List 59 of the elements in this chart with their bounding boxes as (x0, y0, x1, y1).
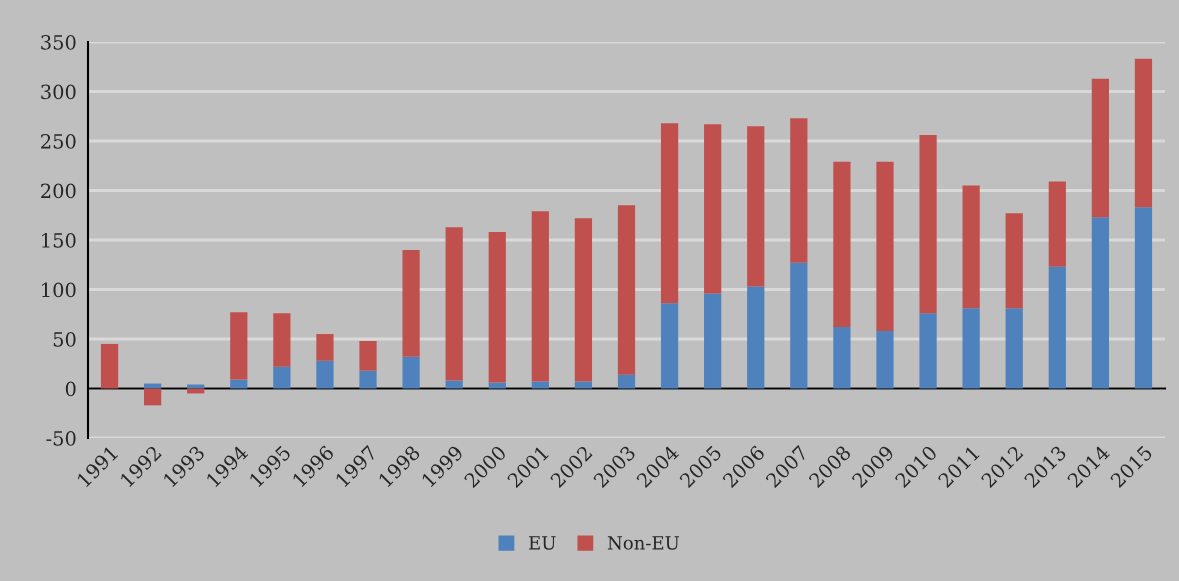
y-tick-label: 200 (41, 183, 76, 199)
y-tick-label: 250 (41, 133, 76, 149)
bar (747, 286, 765, 389)
legend-label: EU (529, 536, 556, 550)
bar (833, 161, 851, 328)
bar (488, 382, 506, 389)
bar (876, 161, 894, 332)
bar (574, 381, 593, 389)
bar (402, 356, 420, 389)
bar (1091, 78, 1109, 218)
y-tick-label: 0 (65, 381, 76, 397)
bar (574, 218, 593, 382)
y-tick-label: 350 (41, 34, 76, 50)
bar (1134, 207, 1153, 389)
bar (230, 312, 248, 380)
bar (531, 211, 549, 382)
bar (144, 388, 162, 406)
bar (876, 331, 894, 389)
bar (1048, 181, 1066, 267)
bar (273, 366, 291, 389)
bar (1048, 266, 1066, 389)
bar (962, 185, 980, 309)
bar (704, 293, 722, 389)
bar (962, 308, 980, 389)
bar (790, 118, 808, 263)
bar (919, 313, 937, 389)
legend-label: Non-EU (607, 536, 680, 550)
y-tick-label: -50 (46, 430, 76, 446)
bar (445, 227, 463, 381)
bar (747, 126, 765, 287)
bar (445, 380, 463, 389)
y-tick-label: 300 (41, 84, 76, 100)
bar (919, 135, 937, 314)
bar (531, 381, 549, 389)
bar (790, 262, 808, 389)
bar (187, 384, 205, 389)
bar (660, 303, 679, 389)
bar (402, 249, 420, 357)
y-tick-label: 150 (42, 232, 76, 248)
bar (1134, 58, 1153, 208)
bar (1091, 217, 1109, 389)
y-tick-label: 50 (53, 331, 76, 347)
bar (359, 340, 377, 371)
bar (144, 383, 162, 389)
bar (273, 313, 291, 367)
bar (100, 343, 119, 389)
bar (704, 124, 722, 294)
bar (660, 123, 679, 304)
bar (1005, 308, 1023, 389)
bar (617, 205, 636, 375)
bar (488, 232, 506, 383)
bar (1005, 213, 1023, 309)
bar (359, 370, 377, 389)
bar (230, 379, 248, 389)
bar (833, 327, 851, 389)
bar (617, 374, 636, 389)
y-tick-label: 100 (42, 282, 76, 298)
bar (316, 360, 334, 389)
bar (316, 334, 334, 361)
